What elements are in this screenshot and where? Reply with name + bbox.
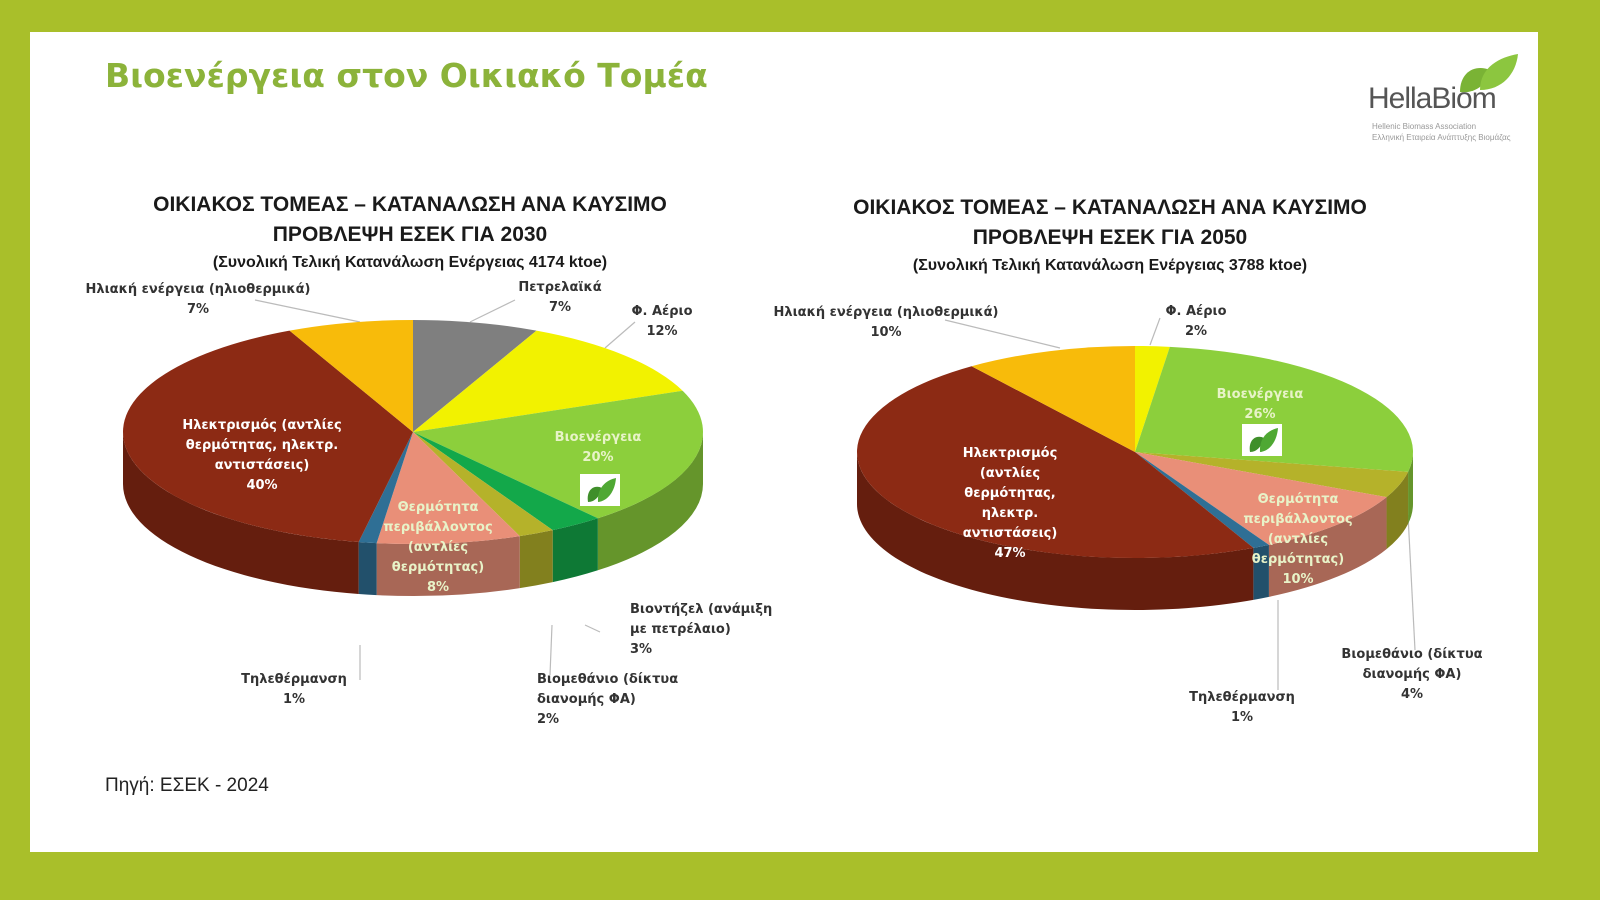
leaf-icon (1460, 54, 1518, 93)
pie-slice (289, 320, 413, 432)
chart2-label-biomethane: Βιομεθάνιο (δίκτυα διανομής ΦΑ) 4% (1341, 647, 1483, 702)
leaf-icon (1242, 424, 1282, 456)
leader-line (1407, 514, 1416, 651)
pie-slice (413, 320, 537, 432)
leader-line (1149, 317, 1161, 346)
pie-slice-side (1253, 544, 1269, 600)
pie-slice-side (519, 530, 553, 589)
chart1-label-solar: Ηλιακή ενέργεια (ηλιοθερμικά) 7% (85, 282, 311, 317)
chart1-label-ambient-heat: Θερμότητα περιβάλλοντος (αντλίες θερμότη… (383, 500, 493, 595)
pie-slice-side (597, 432, 703, 571)
source-note: Πηγή: ΕΣΕΚ - 2024 (105, 775, 269, 796)
chart2-subtitle: ΠΡΟΒΛΕΨΗ ΕΣΕΚ ΓΙΑ 2050 (972, 226, 1248, 249)
pie-slice (413, 390, 704, 519)
chart1-title: ΟΙΚΙΑΚΟΣ ΤΟΜΕΑΣ – ΚΑΤΑΝΑΛΩΣΗ ΑΝΑ ΚΑΥΣΙΜΟ (153, 193, 667, 216)
chart2-label-ambient-heat: Θερμότητα περιβάλλοντος (αντλίες θερμότη… (1243, 492, 1353, 587)
chart2-label-district-heating: Τηλεθέρμανση 1% (1189, 690, 1295, 725)
leader-lines (254, 299, 1416, 690)
logo-line1: Hellenic Biomass Association (1372, 122, 1477, 131)
chart1-subtitle: ΠΡΟΒΛΕΨΗ ΕΣΕΚ ΓΙΑ 2030 (272, 223, 548, 246)
pie-slice (1135, 452, 1387, 545)
pie-slice (413, 432, 598, 531)
chart1-pie (122, 320, 704, 596)
chart1-title-block: ΟΙΚΙΑΚΟΣ ΤΟΜΕΑΣ – ΚΑΤΑΝΑΛΩΣΗ ΑΝΑ ΚΑΥΣΙΜΟ… (100, 190, 720, 276)
pie-slice-side (1268, 497, 1387, 597)
page-title: Βιοενέργεια στον Οικιακό Τομέα (105, 56, 708, 95)
chart2-title-block: ΟΙΚΙΑΚΟΣ ΤΟΜΕΑΣ – ΚΑΤΑΝΑΛΩΣΗ ΑΝΑ ΚΑΥΣΙΜΟ… (810, 193, 1410, 279)
chart2-title: ΟΙΚΙΑΚΟΣ ΤΟΜΕΑΣ – ΚΑΤΑΝΑΛΩΣΗ ΑΝΑ ΚΑΥΣΙΜΟ (853, 196, 1367, 219)
chart1-label-biodiesel: Βιοντήζελ (ανάμιξη με πετρέλαιο) 3% (630, 602, 773, 657)
leader-line (469, 299, 516, 323)
logo-name: HellaBiom (1368, 82, 1497, 115)
pie-slice (376, 432, 520, 544)
pie-slice-side (552, 518, 598, 583)
pie-slice-side (1408, 452, 1413, 524)
pie-slice (413, 330, 683, 432)
pie-slice (971, 346, 1135, 452)
pie-slice-side (123, 432, 359, 595)
pie-slice (856, 366, 1254, 559)
chart1-label-biomethane: Βιομεθάνιο (δίκτυα διανομής ΦΑ) 2% (537, 672, 679, 727)
logo-line2: Ελληνική Εταιρεία Ανάπτυξης Βιομάζας (1372, 133, 1511, 142)
pie-slice (122, 330, 414, 543)
pie-slice-side (1386, 471, 1409, 550)
pie-slice (1135, 346, 1170, 452)
leader-line (549, 624, 553, 676)
pie-slice (358, 432, 413, 544)
leader-line (944, 319, 1061, 349)
pie-slice-side (857, 452, 1254, 611)
pie-slice (1135, 452, 1269, 548)
leader-line (584, 624, 601, 633)
pie-slice-side (376, 536, 520, 596)
chart2-label-gas: Φ. Αέριο 2% (1165, 304, 1227, 339)
pie-slice (1135, 452, 1409, 498)
chart2-note: (Συνολική Τελική Κατανάλωση Ενέργειας 37… (912, 257, 1308, 274)
chart2-label-bioenergy: Βιοενέργεια 26% (1216, 387, 1304, 422)
chart2-label-electricity: Ηλεκτρισμός (αντλίες θερμότητας, ηλεκτρ.… (962, 446, 1058, 561)
chart1-label-oil: Πετρελαϊκά 7% (518, 280, 602, 315)
chart1-label-district-heating: Τηλεθέρμανση 1% (241, 672, 347, 707)
chart2-label-solar: Ηλιακή ενέργεια (ηλιοθερμικά) 10% (773, 305, 999, 340)
chart1-label-electricity: Ηλεκτρισμός (αντλίες θερμότητας, ηλεκτρ.… (182, 418, 342, 493)
chart1-label-bioenergy: Βιοενέργεια 20% (554, 430, 642, 465)
chart1-label-gas: Φ. Αέριο 12% (631, 304, 693, 339)
leader-line (604, 321, 636, 349)
chart2-pie (856, 346, 1414, 611)
pie-slice-side (358, 542, 377, 596)
leaf-icon (580, 474, 620, 506)
leader-line (254, 299, 361, 323)
chart1-note: (Συνολική Τελική Κατανάλωση Ενέργειας 41… (212, 254, 608, 271)
pie-slice (413, 432, 553, 537)
hellabiom-logo: HellaBiom Hellenic Biomass Association Ε… (1368, 52, 1528, 152)
pie-slice (1135, 346, 1414, 472)
